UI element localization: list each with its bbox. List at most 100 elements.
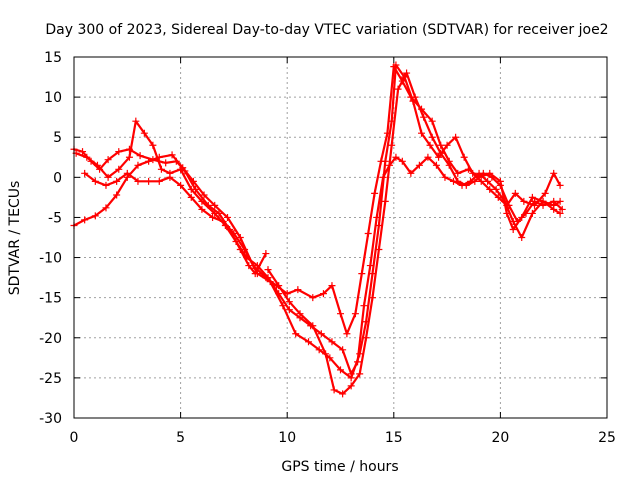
grid-layer bbox=[74, 57, 607, 418]
data-point bbox=[492, 185, 500, 193]
data-point bbox=[187, 193, 195, 201]
data-point bbox=[428, 117, 436, 125]
data-point bbox=[309, 322, 317, 330]
data-point bbox=[488, 173, 496, 181]
data-point bbox=[441, 173, 449, 181]
data-point bbox=[211, 201, 219, 209]
data-point bbox=[388, 141, 396, 149]
data-point bbox=[339, 346, 347, 354]
data-point bbox=[454, 177, 462, 185]
data-point bbox=[317, 330, 325, 338]
data-point bbox=[209, 213, 217, 221]
data-point bbox=[266, 278, 274, 286]
data-point bbox=[556, 197, 564, 205]
data-point bbox=[166, 173, 174, 181]
data-point bbox=[420, 113, 428, 121]
data-point bbox=[132, 117, 140, 125]
data-point bbox=[432, 161, 440, 169]
y-tick-label: 10 bbox=[44, 90, 62, 106]
data-point bbox=[358, 270, 366, 278]
data-point bbox=[520, 197, 528, 205]
data-point bbox=[486, 185, 494, 193]
data-point bbox=[177, 165, 185, 173]
data-point bbox=[356, 350, 364, 358]
y-tick-label: -5 bbox=[48, 210, 62, 226]
data-point bbox=[375, 246, 383, 254]
data-point bbox=[113, 177, 121, 185]
data-point bbox=[230, 229, 238, 237]
data-point bbox=[509, 225, 517, 233]
data-point bbox=[279, 302, 287, 310]
chart-title: Day 300 of 2023, Sidereal Day-to-day VTE… bbox=[45, 22, 608, 38]
y-tick-label: -15 bbox=[39, 291, 62, 307]
data-point bbox=[177, 181, 185, 189]
data-point bbox=[81, 169, 89, 177]
y-tick-label: -20 bbox=[39, 331, 62, 347]
data-point bbox=[531, 197, 539, 205]
data-point bbox=[368, 294, 376, 302]
data-point bbox=[511, 189, 519, 197]
data-point bbox=[285, 306, 293, 314]
data-point bbox=[328, 282, 336, 290]
data-point bbox=[479, 169, 487, 177]
data-point bbox=[102, 181, 110, 189]
data-point bbox=[328, 338, 336, 346]
data-point bbox=[262, 250, 270, 258]
data-point bbox=[264, 266, 272, 274]
series-track-4 bbox=[81, 61, 564, 382]
data-point bbox=[93, 161, 101, 169]
data-point bbox=[407, 169, 415, 177]
data-point bbox=[496, 181, 504, 189]
data-point bbox=[162, 159, 170, 167]
data-point bbox=[513, 217, 521, 225]
data-point bbox=[469, 169, 477, 177]
data-point bbox=[125, 153, 133, 161]
data-point bbox=[522, 209, 530, 217]
data-point bbox=[558, 205, 566, 213]
data-point bbox=[381, 197, 389, 205]
data-point bbox=[294, 286, 302, 294]
data-point bbox=[140, 129, 148, 137]
data-point bbox=[200, 191, 208, 199]
data-point bbox=[296, 310, 304, 318]
data-point bbox=[337, 366, 344, 374]
data-point bbox=[285, 298, 293, 306]
data-point bbox=[351, 310, 359, 318]
y-tick-label: -30 bbox=[39, 411, 62, 427]
data-point bbox=[362, 334, 370, 342]
data-point bbox=[91, 212, 99, 220]
data-point bbox=[426, 141, 434, 149]
x-tick-label: 10 bbox=[278, 430, 296, 446]
x-axis-label: GPS time / hours bbox=[281, 459, 398, 475]
data-point bbox=[347, 374, 355, 382]
data-point bbox=[550, 169, 558, 177]
data-point bbox=[104, 173, 112, 181]
data-point bbox=[330, 386, 338, 394]
data-point bbox=[415, 161, 423, 169]
x-tick-label: 20 bbox=[491, 430, 509, 446]
data-point bbox=[394, 85, 402, 93]
data-point bbox=[83, 153, 91, 161]
data-point bbox=[224, 213, 232, 221]
data-point bbox=[236, 234, 244, 241]
data-point bbox=[157, 165, 165, 173]
data-point bbox=[454, 169, 462, 177]
data-point bbox=[309, 294, 317, 302]
data-point bbox=[398, 157, 406, 165]
data-point bbox=[356, 370, 364, 378]
data-point bbox=[145, 177, 153, 185]
data-point bbox=[528, 209, 536, 217]
data-point bbox=[343, 330, 351, 338]
data-point bbox=[198, 197, 206, 205]
data-point bbox=[253, 270, 261, 278]
data-point bbox=[424, 153, 432, 161]
x-tick-label: 25 bbox=[598, 430, 616, 446]
data-point bbox=[556, 209, 564, 217]
x-tick-label: 15 bbox=[385, 430, 403, 446]
data-point bbox=[292, 330, 300, 338]
data-point bbox=[505, 201, 513, 209]
data-point bbox=[113, 191, 121, 199]
data-point bbox=[484, 177, 492, 185]
series-track-5 bbox=[264, 69, 566, 398]
